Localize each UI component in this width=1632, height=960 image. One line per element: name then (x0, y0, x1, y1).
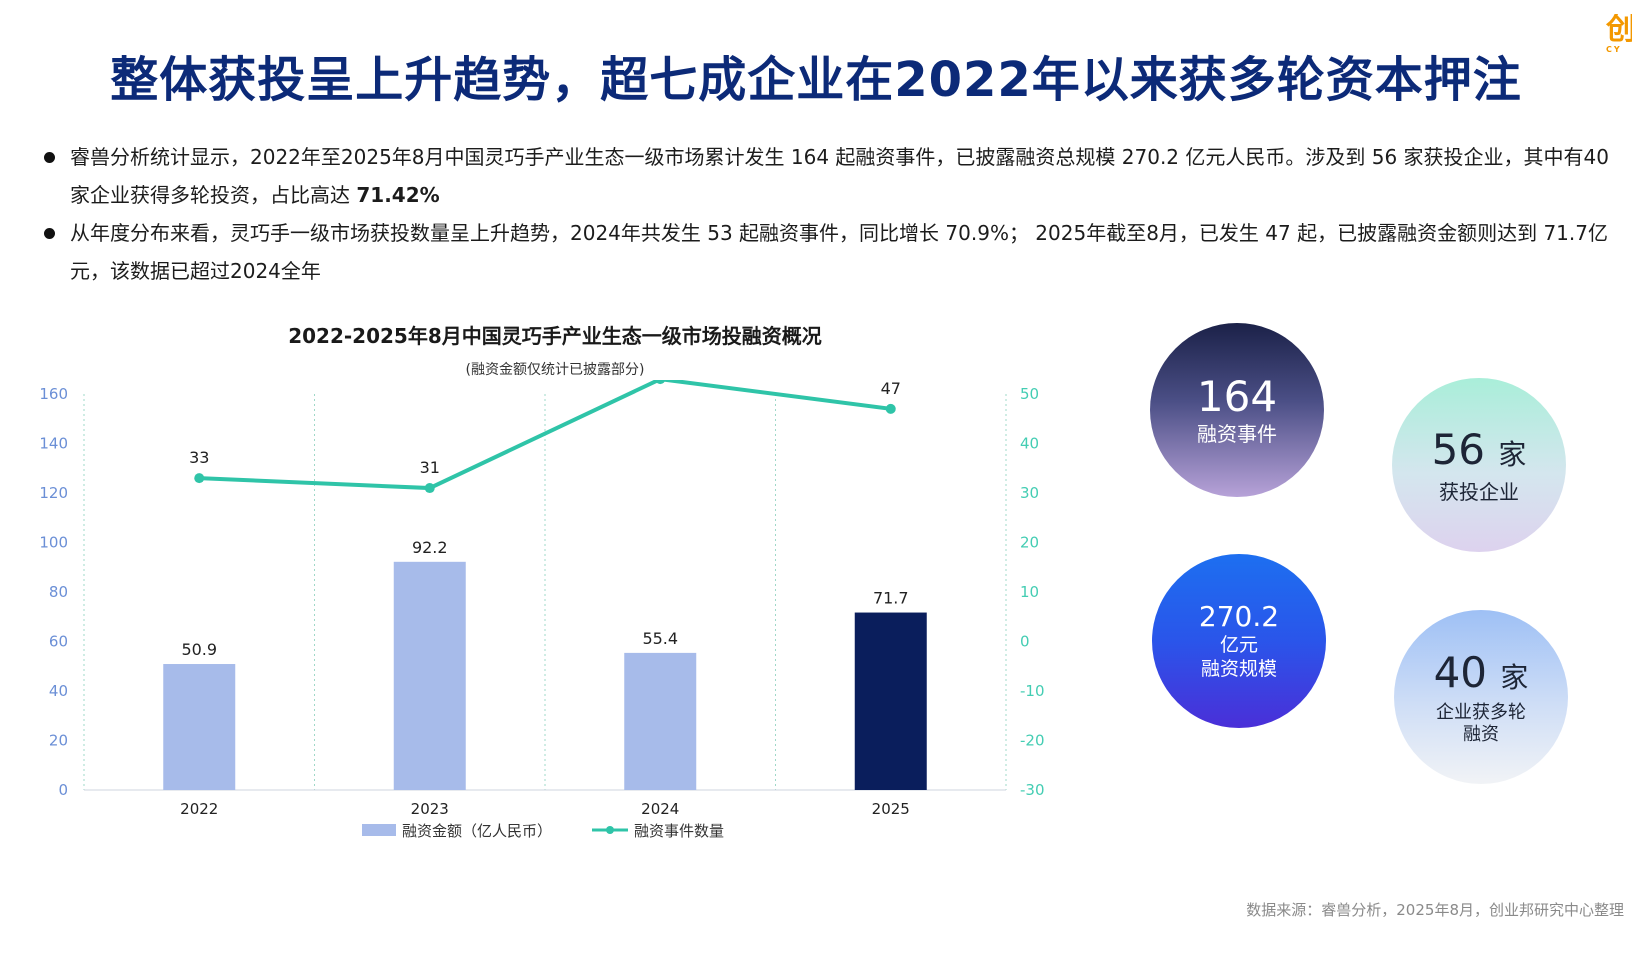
y-left-tick-label: 80 (49, 583, 68, 601)
bullet-1: 睿兽分析统计显示，2022年至2025年8月中国灵巧手产业生态一级市场累计发生 … (44, 138, 1624, 214)
stat-bubble-companies: 56 家 获投企业 (1392, 378, 1566, 552)
y-right-tick-label: -10 (1020, 682, 1045, 700)
x-tick-label: 2025 (872, 800, 910, 818)
stat-events-label: 融资事件 (1197, 422, 1277, 446)
bullet-dot (44, 228, 55, 239)
line-point (885, 403, 896, 414)
line-point (424, 483, 435, 494)
y-left-tick-label: 140 (39, 435, 68, 453)
stat-bubble-amount: 270.2 亿元 融资规模 (1152, 554, 1326, 728)
bar (854, 612, 927, 790)
y-right-tick-label: 10 (1020, 583, 1039, 601)
y-right-tick-label: -30 (1020, 781, 1045, 799)
bar (624, 652, 697, 790)
legend-line-marker (606, 826, 614, 834)
stat-events-value: 164 (1196, 372, 1278, 421)
y-left-tick-label: 100 (39, 534, 68, 552)
stat-bubble-multi-round: 40 家 企业获多轮 融资 (1394, 610, 1568, 784)
bar (163, 664, 236, 790)
bullet-dot (44, 152, 55, 163)
stat-companies-unit: 家 (1498, 437, 1527, 471)
bullet-2-text: 从年度分布来看，灵巧手一级市场获投数量呈上升趋势，2024年共发生 53 起融资… (70, 221, 1608, 283)
line-data-label: 31 (420, 458, 440, 477)
line-data-label: 33 (189, 448, 209, 467)
data-source: 数据来源：睿兽分析，2025年8月，创业邦研究中心整理 (1246, 901, 1624, 919)
bullet-1-highlight: 71.42% (356, 183, 440, 207)
stat-multi-value: 40 (1433, 647, 1488, 697)
bar-data-label: 50.9 (181, 640, 217, 659)
stat-amount-unit: 亿元 (1219, 634, 1258, 656)
brand-logo-sub: CY (1606, 45, 1622, 53)
line-data-label: 47 (881, 380, 901, 398)
stat-companies-label: 获投企业 (1439, 479, 1519, 504)
x-tick-label: 2022 (180, 800, 218, 818)
series-line (199, 380, 892, 491)
bar-data-label: 92.2 (412, 538, 448, 557)
y-left-tick-label: 20 (49, 732, 68, 750)
stat-companies-value: 56 (1431, 424, 1486, 474)
chart-subtitle: (融资金额仅统计已披露部分) (465, 362, 645, 378)
investment-chart: 0 20 40 60 80 100 120 140 160 -30 -20 -10 0 10 20 30 40 5… (39, 380, 1045, 840)
y-left-tick-label: 40 (49, 682, 68, 700)
stat-bubble-events: 164 融资事件 (1150, 323, 1324, 497)
stat-multi-unit: 家 (1500, 660, 1529, 694)
x-tick-label: 2024 (641, 800, 679, 818)
bar (393, 561, 466, 790)
stat-amount-value: 270.2 (1198, 600, 1280, 633)
brand-logo: 创 CY (1606, 14, 1632, 52)
legend-line-label: 融资事件数量 (634, 822, 724, 840)
line-point (655, 380, 666, 385)
y-left-tick-label: 0 (58, 781, 68, 799)
line-point (194, 473, 205, 484)
y-right-tick-label: 30 (1020, 484, 1039, 502)
y-right-tick-label: 20 (1020, 534, 1039, 552)
y-left-tick-label: 160 (39, 385, 68, 403)
y-right-tick-label: 0 (1020, 633, 1030, 651)
stat-amount-label: 融资规模 (1200, 658, 1277, 680)
chart-title: 2022-2025年8月中国灵巧手产业生态一级市场投融资概况 (288, 324, 822, 348)
y-left-tick-label: 60 (49, 633, 68, 651)
stat-multi-label-2: 融资 (1463, 723, 1499, 745)
bar-data-label: 71.7 (873, 589, 909, 608)
bullet-1-text: 睿兽分析统计显示，2022年至2025年8月中国灵巧手产业生态一级市场累计发生 … (70, 145, 1609, 207)
y-left-tick-label: 120 (39, 484, 68, 502)
stat-multi-label-1: 企业获多轮 (1436, 701, 1526, 723)
bullet-2: 从年度分布来看，灵巧手一级市场获投数量呈上升趋势，2024年共发生 53 起融资… (44, 214, 1624, 290)
bar-data-label: 55.4 (642, 629, 678, 648)
summary-bullets: 睿兽分析统计显示，2022年至2025年8月中国灵巧手产业生态一级市场累计发生 … (44, 138, 1624, 290)
legend-bar-swatch (362, 824, 396, 836)
page-title: 整体获投呈上升趋势，超七成企业在2022年以来获多轮资本押注 (110, 52, 1522, 108)
legend-bar-label: 融资金额（亿人民币） (402, 822, 552, 840)
y-right-tick-label: -20 (1020, 732, 1045, 750)
y-right-tick-label: 40 (1020, 435, 1039, 453)
x-tick-label: 2023 (411, 800, 449, 818)
y-right-tick-label: 50 (1020, 385, 1039, 403)
brand-logo-glyph: 创 (1606, 14, 1632, 47)
